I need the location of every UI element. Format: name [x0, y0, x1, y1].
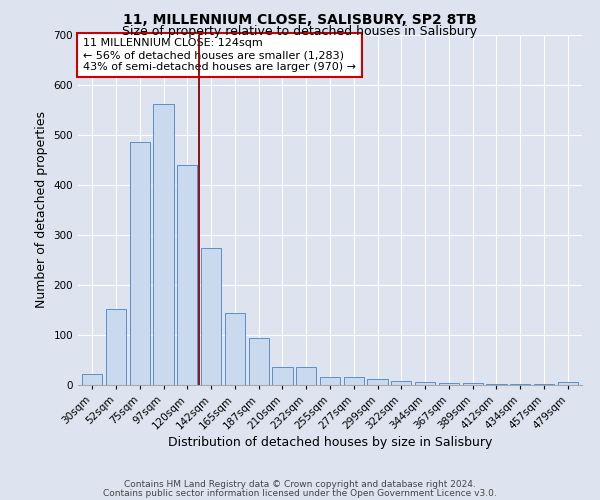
- Bar: [201, 248, 221, 385]
- Bar: [248, 338, 269, 385]
- Text: 11 MILLENNIUM CLOSE: 124sqm
← 56% of detached houses are smaller (1,283)
43% of : 11 MILLENNIUM CLOSE: 124sqm ← 56% of det…: [83, 38, 356, 72]
- Bar: [225, 312, 245, 385]
- Bar: [130, 142, 150, 385]
- Bar: [510, 384, 530, 385]
- Bar: [391, 380, 412, 385]
- Bar: [534, 384, 554, 385]
- Text: Contains HM Land Registry data © Crown copyright and database right 2024.: Contains HM Land Registry data © Crown c…: [124, 480, 476, 489]
- Bar: [557, 382, 578, 385]
- Bar: [296, 367, 316, 385]
- Text: Contains public sector information licensed under the Open Government Licence v3: Contains public sector information licen…: [103, 488, 497, 498]
- Bar: [82, 374, 103, 385]
- Bar: [177, 164, 197, 385]
- Text: Size of property relative to detached houses in Salisbury: Size of property relative to detached ho…: [122, 25, 478, 38]
- Text: 11, MILLENNIUM CLOSE, SALISBURY, SP2 8TB: 11, MILLENNIUM CLOSE, SALISBURY, SP2 8TB: [123, 12, 477, 26]
- Bar: [344, 376, 364, 385]
- Bar: [367, 379, 388, 385]
- Bar: [272, 366, 293, 385]
- Bar: [463, 382, 483, 385]
- X-axis label: Distribution of detached houses by size in Salisbury: Distribution of detached houses by size …: [168, 436, 492, 450]
- Y-axis label: Number of detached properties: Number of detached properties: [35, 112, 48, 308]
- Bar: [487, 384, 506, 385]
- Bar: [106, 309, 126, 385]
- Bar: [415, 382, 435, 385]
- Bar: [154, 104, 173, 385]
- Bar: [439, 382, 459, 385]
- Bar: [320, 377, 340, 385]
